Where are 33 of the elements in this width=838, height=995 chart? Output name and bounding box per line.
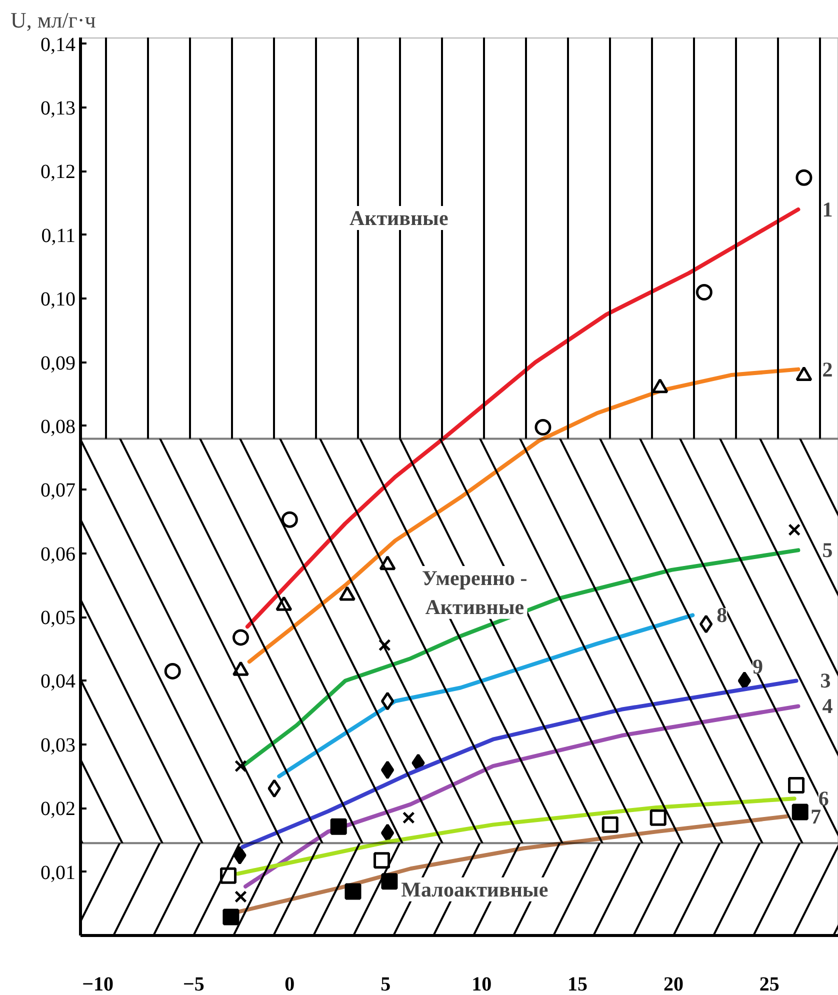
y-tick-label: 0,10 <box>40 288 76 311</box>
band-label: Малоактивные <box>401 877 548 902</box>
y-tick-label: 0,01 <box>40 862 76 884</box>
band-label: Умеренно - Активные <box>422 566 528 619</box>
y-tick-label: 0,06 <box>40 543 76 566</box>
y-tick-label: 0,09 <box>40 352 76 374</box>
series-label: 2 <box>822 357 833 382</box>
y-tick-label: 0,12 <box>40 161 76 184</box>
y-tick-label: 0,11 <box>41 224 76 247</box>
y-tick-label: 0,14 <box>40 34 76 56</box>
y-tick-label: 0,05 <box>40 607 76 630</box>
series-label: 9 <box>752 654 763 679</box>
y-tick-label: 0,07 <box>40 480 76 502</box>
x-tick-label: −10 <box>82 974 114 995</box>
x-tick-label: 15 <box>568 974 588 995</box>
series-label: 3 <box>820 668 831 693</box>
x-tick-label: 20 <box>663 974 684 995</box>
y-tick-label: 0,03 <box>40 734 76 756</box>
x-tick-label: 10 <box>472 974 492 995</box>
y-tick-label: 0,02 <box>40 798 76 820</box>
series-label: 8 <box>716 603 728 628</box>
y-tick-label: 0,08 <box>40 416 76 438</box>
band-label: Активные <box>349 206 448 230</box>
y-tick-label: 0,04 <box>40 670 76 693</box>
x-tick-label: 25 <box>759 974 780 995</box>
y-axis-title: U, мл/г·ч <box>10 8 96 32</box>
x-tick-label: −5 <box>183 974 204 995</box>
series-label: 4 <box>822 694 834 718</box>
x-tick-label: 0 <box>284 974 295 995</box>
x-tick-label: 5 <box>380 974 391 995</box>
y-tick-label: 0,13 <box>40 98 76 120</box>
series-label: 1 <box>822 197 833 222</box>
series-label: 5 <box>822 538 833 562</box>
